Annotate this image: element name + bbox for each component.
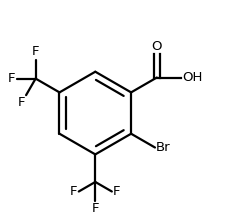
Text: OH: OH [182, 71, 202, 84]
Text: F: F [113, 185, 120, 198]
Text: F: F [70, 185, 78, 198]
Text: O: O [151, 40, 162, 53]
Text: F: F [92, 202, 99, 215]
Text: F: F [8, 72, 15, 85]
Text: Br: Br [156, 141, 171, 154]
Text: F: F [17, 96, 25, 109]
Text: F: F [32, 46, 39, 58]
